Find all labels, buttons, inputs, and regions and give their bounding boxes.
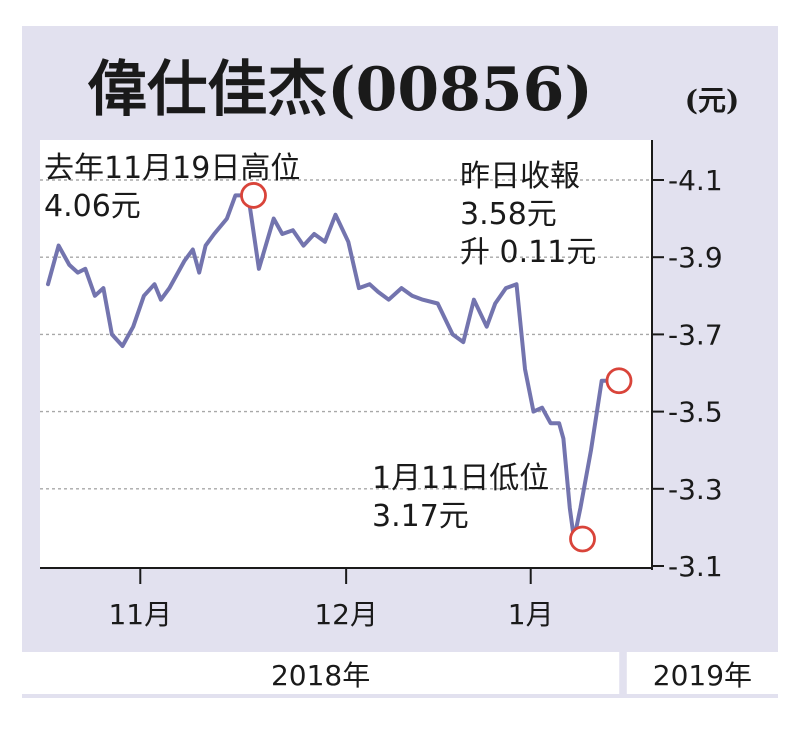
year-cell bbox=[626, 652, 778, 694]
y-tick-label: -3.7 bbox=[668, 318, 723, 351]
chart-title: 偉仕佳杰(00856) bbox=[87, 55, 593, 125]
x-tick-label: 12月 bbox=[314, 598, 378, 631]
marker-low bbox=[569, 525, 596, 553]
year-label: 2019年 bbox=[653, 659, 752, 692]
annotation-high-line: 4.06元 bbox=[44, 189, 141, 224]
price-series bbox=[46, 193, 625, 541]
x-tick-label: 11月 bbox=[108, 598, 172, 631]
annotation-markers bbox=[240, 182, 633, 553]
y-tick-label: -3.1 bbox=[668, 550, 723, 583]
year-bar: 2018年 2019年 bbox=[22, 652, 778, 694]
x-tick-label: 1月 bbox=[508, 598, 554, 631]
price-line bbox=[46, 193, 625, 541]
y-tick-label: -3.5 bbox=[668, 396, 723, 429]
plot-area bbox=[40, 140, 652, 568]
y-tick-label: -3.3 bbox=[668, 473, 723, 506]
annotation-low-line: 3.17元 bbox=[372, 499, 469, 534]
annotation-close-line: 昨日收報 bbox=[460, 159, 580, 194]
annotation-high-line: 去年11月19日高位 bbox=[44, 151, 300, 186]
y-tick-label: -4.1 bbox=[668, 164, 723, 197]
y-axis-unit-label: (元) bbox=[685, 84, 740, 117]
y-axis: -4.1 -3.9 -3.7 -3.5 -3.3 -3.1 bbox=[651, 140, 723, 583]
year-label: 2018年 bbox=[271, 659, 370, 692]
y-tick-label: -3.9 bbox=[668, 241, 723, 274]
marker-high bbox=[240, 182, 267, 209]
marker-close bbox=[605, 367, 633, 395]
year-cell bbox=[22, 652, 620, 694]
x-axis: 11月 12月 1月 bbox=[40, 567, 652, 631]
annotation-low-line: 1月11日低位 bbox=[372, 461, 549, 496]
annotation-close-line: 3.58元 bbox=[460, 197, 557, 232]
grid-lines bbox=[40, 179, 652, 490]
annotation-close-line: 升 0.11元 bbox=[460, 235, 596, 270]
